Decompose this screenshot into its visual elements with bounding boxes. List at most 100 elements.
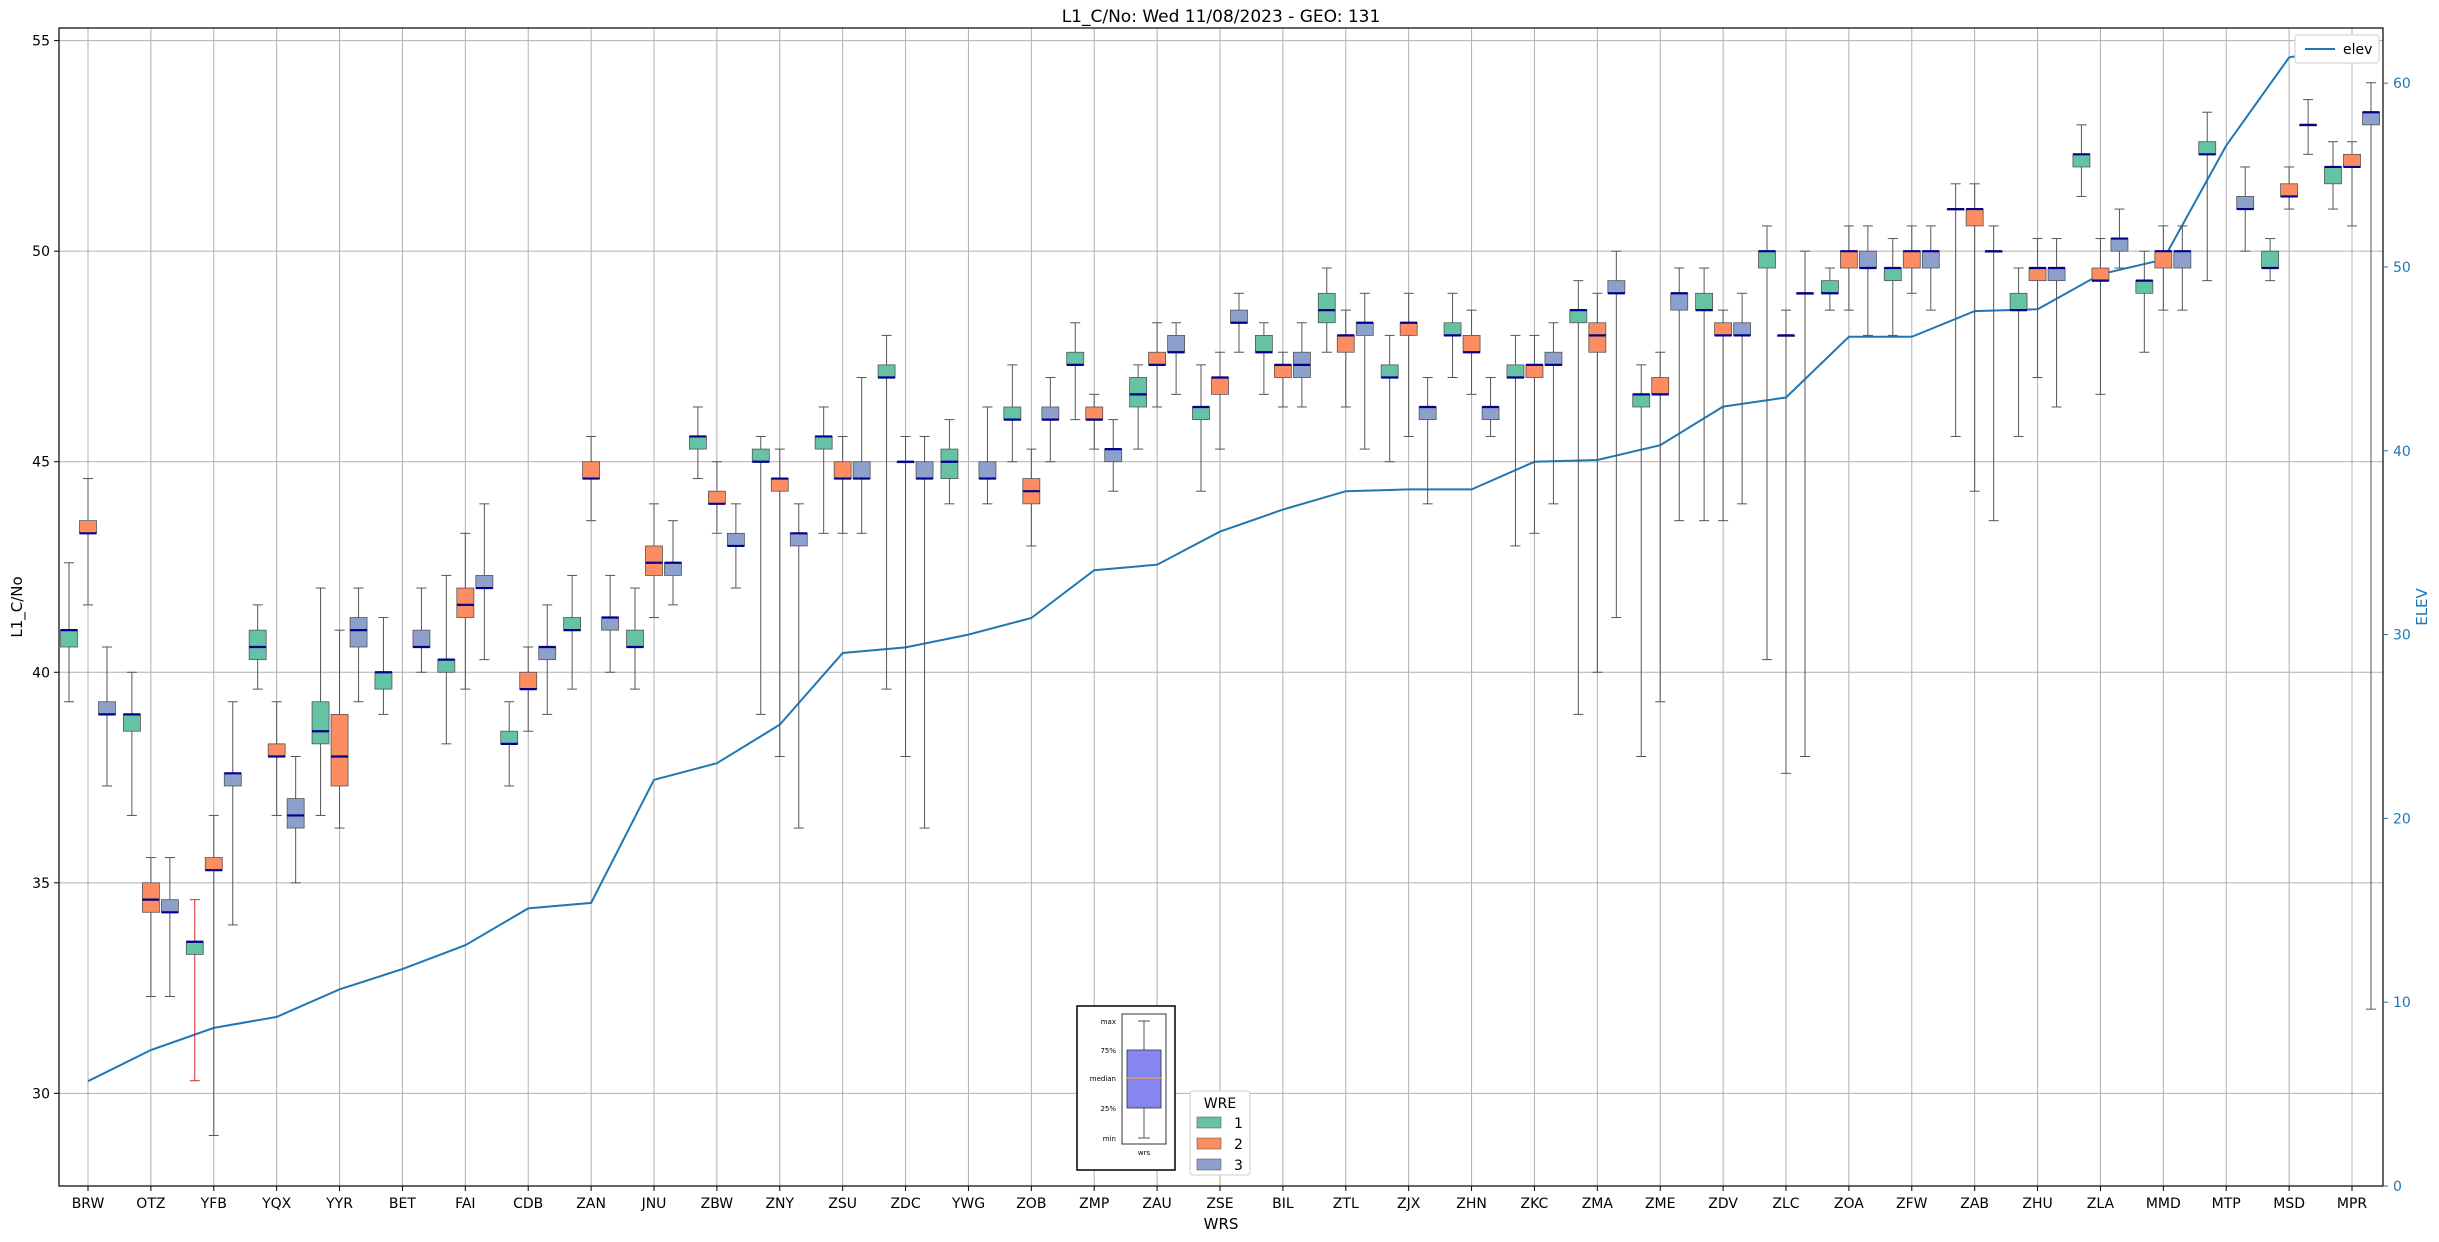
box-iqr [2091,267,2110,282]
x-tick-label: ZKC [1521,1196,1549,1212]
box-iqr [2047,267,2066,282]
box-zsu-wre2 [833,435,852,534]
box-zab-wre1 [1946,183,1965,437]
box-iqr [664,562,682,576]
inset-box-key: max 75% median 25% min wrs [1076,1005,1176,1171]
box-mmd-wre1 [2135,250,2154,353]
box-cdb-wre1 [500,701,519,787]
box-iqr [1714,322,1733,336]
inset-label-max: max [1101,1018,1116,1026]
box-iqr [2198,141,2217,155]
box-iqr [833,461,852,479]
plot-frame [58,27,2384,1187]
box-iqr [1273,364,1292,378]
box-ywg-wre3 [978,406,997,505]
inset-label-25: 25% [1100,1105,1116,1113]
box-iqr [877,364,896,378]
box-iqr [1481,406,1500,421]
box-iqr [98,701,116,715]
box-iqr [374,671,393,690]
box-zma-wre2 [1588,292,1607,673]
box-iqr [770,478,789,492]
box-iqr [519,671,538,690]
x-tick-label: ZHU [2022,1196,2052,1212]
box-iqr [1858,250,1877,269]
box-iqr [915,461,934,479]
box-iqr [1965,208,1984,227]
y-tick-label: 45 [32,455,50,471]
box-iqr [1670,292,1689,311]
box-jnu-wre2 [645,503,663,619]
box-iqr [160,899,179,913]
box-iqr [2343,153,2361,168]
box-yqx-wre2 [267,701,286,816]
x-tick-label: FAI [455,1196,475,1212]
x-tick-label: JNU [641,1196,667,1212]
x-tick-label: ZOA [1834,1196,1864,1212]
box-zau-wre1 [1129,364,1148,450]
box-iqr [1525,364,1544,378]
box-layer [60,82,2380,1136]
box-mtp-wre1 [2198,111,2217,282]
box-iqr [1380,364,1399,378]
box-cdb-wre2 [519,646,538,732]
x-tick-label: ZMA [1582,1196,1614,1212]
box-iqr [1254,334,1273,353]
box-bet-wre1 [374,617,393,715]
x-tick-label: OTZ [136,1196,165,1212]
box-iqr [2173,250,2192,269]
box-iqr [2261,250,2280,269]
x-tick-label: ZMP [1079,1196,1109,1212]
box-iqr [1336,334,1355,353]
box-yfb-wre3 [223,701,242,926]
box-zhn-wre3 [1481,377,1500,437]
box-zjx-wre1 [1380,334,1399,463]
box-zab-wre2 [1965,183,1984,492]
box-iqr [1085,406,1104,421]
box-zan-wre1 [563,574,582,690]
box-iqr [582,461,601,479]
x-tick-label: ZAB [1960,1196,1989,1212]
box-zan-wre2 [582,435,601,522]
box-iqr [645,545,663,576]
x-tick-label: ZME [1645,1196,1676,1212]
box-ztl-wre1 [1317,267,1336,353]
box-zhn-wre2 [1462,309,1481,395]
box-iqr [1839,250,1858,269]
box-iqr [688,436,707,450]
box-iqr [223,772,242,787]
elev-legend-label: elev [2343,42,2372,58]
box-bil-wre2 [1273,351,1292,408]
box-fai-wre1 [437,574,456,745]
box-iqr [1355,322,1374,336]
x-tick-label: MMD [2146,1196,2181,1212]
x-tick-label: BET [389,1196,416,1212]
x-tick-label: MTP [2212,1196,2241,1212]
box-iqr [349,617,368,648]
box-iqr [626,629,644,648]
box-iqr [1041,406,1060,421]
box-otz-wre2 [141,857,160,998]
x-tick-label: ZDV [1708,1196,1738,1212]
x-tick-label: BRW [72,1196,105,1212]
x-tick-label: ZHN [1456,1196,1487,1212]
box-zla-wre1 [2072,124,2091,197]
box-iqr [311,701,330,745]
y-tick-label: 30 [32,1086,50,1102]
box-iqr [2009,292,2028,311]
box-zbw-wre2 [707,461,726,534]
box-zdc-wre3 [915,435,934,829]
box-iqr [852,461,871,479]
box-iqr [1129,377,1148,408]
box-iqr [1588,322,1607,353]
box-fai-wre3 [475,503,494,661]
box-iqr [1921,250,1940,269]
box-msd-wre3 [2299,99,2318,155]
wre-legend-title: WRE [1204,1096,1236,1112]
y2-tick-label: 0 [2393,1179,2402,1195]
box-yfb-wre2 [204,814,223,1136]
box-zse-wre1 [1192,364,1210,492]
box-mtp-wre3 [2236,166,2255,252]
wre-legend-swatch-3 [1196,1158,1222,1171]
box-zoa-wre2 [1839,225,1858,311]
